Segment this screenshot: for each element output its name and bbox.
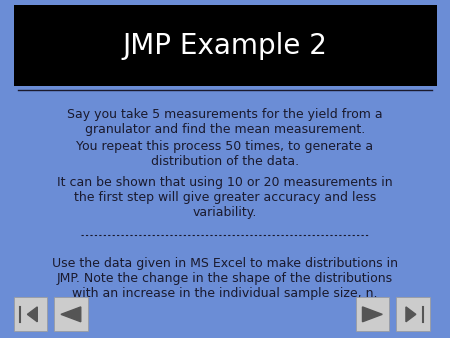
Text: Say you take 5 measurements for the yield from a
granulator and find the mean me: Say you take 5 measurements for the yiel…: [67, 108, 383, 136]
Polygon shape: [61, 307, 81, 322]
Polygon shape: [27, 307, 37, 322]
Text: You repeat this process 50 times, to generate a
distribution of the data.: You repeat this process 50 times, to gen…: [76, 140, 373, 168]
Polygon shape: [406, 307, 416, 322]
Text: It can be shown that using 10 or 20 measurements in
the first step will give gre: It can be shown that using 10 or 20 meas…: [57, 176, 393, 219]
Polygon shape: [363, 307, 382, 322]
Bar: [54, 297, 88, 331]
Bar: [14, 5, 436, 86]
Text: Use the data given in MS Excel to make distributions in
JMP. Note the change in : Use the data given in MS Excel to make d…: [52, 257, 398, 300]
Text: JMP Example 2: JMP Example 2: [122, 32, 328, 59]
Bar: [356, 297, 389, 331]
Bar: [14, 297, 47, 331]
Bar: [396, 297, 430, 331]
